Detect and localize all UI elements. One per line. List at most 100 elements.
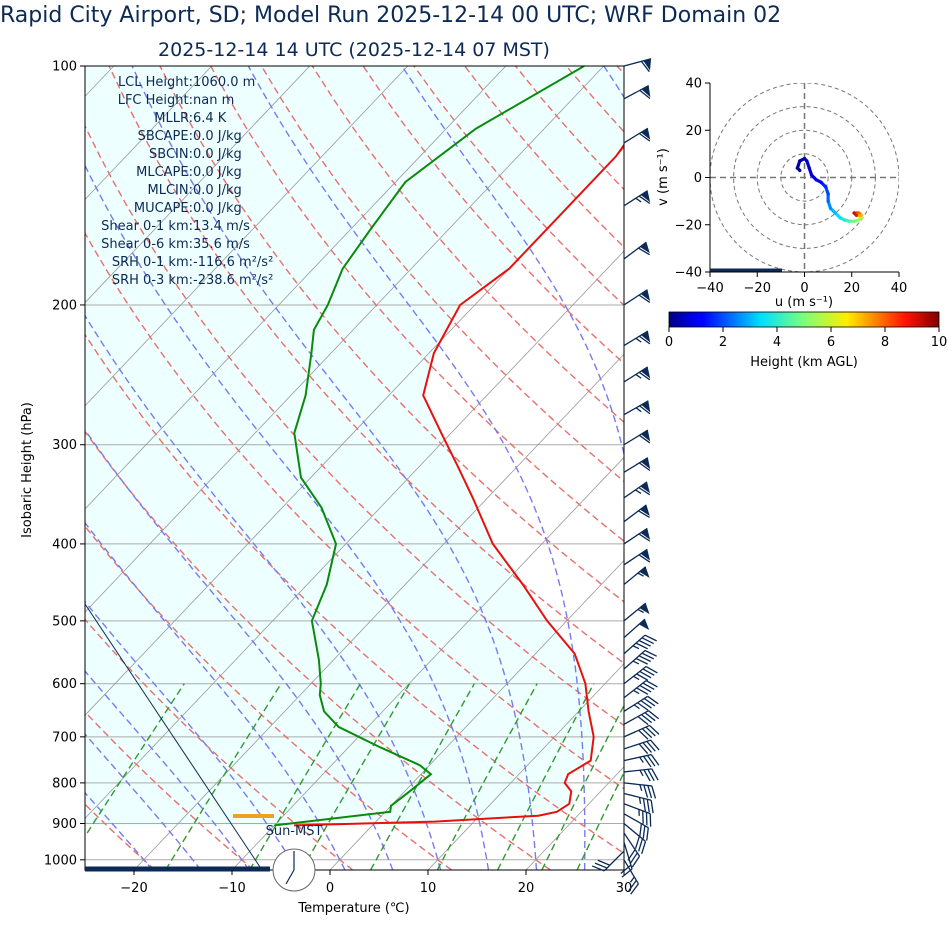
dewpoint-profile-line <box>274 66 585 827</box>
skewt-x-tick-label: 30 <box>616 881 633 896</box>
skewt-x-tick-label: −10 <box>218 881 245 896</box>
skewt-y-tick-label: 800 <box>52 776 77 791</box>
wind-barb <box>623 504 650 523</box>
wind-barb <box>623 400 651 416</box>
wind-barb <box>623 85 651 100</box>
hodograph-point <box>795 166 800 170</box>
hodograph-x-tick-label: 20 <box>843 281 860 296</box>
wind-barb-full <box>639 823 643 837</box>
wind-barb-shaft <box>623 832 641 857</box>
wind-barb-half <box>635 489 642 494</box>
isotherm-line <box>85 66 605 613</box>
index-value: 35.6 m/s <box>193 237 250 252</box>
colorbar-ticks: 0 2 4 6 8 10 <box>665 327 947 350</box>
hodograph-y-tick-label: 0 <box>694 171 702 186</box>
dry-adiabat-lines <box>85 66 948 870</box>
colorbar-label: Height (km AGL) <box>750 355 858 370</box>
moist-adiabat-line <box>85 600 298 870</box>
skewt-x-tick-label: 10 <box>420 881 437 896</box>
wind-barb-full <box>645 680 658 688</box>
wind-barb-half <box>633 689 640 695</box>
wind-barb-full <box>642 682 655 690</box>
wind-barb-full <box>646 827 649 841</box>
wind-barb-half <box>637 608 644 614</box>
wind-barb <box>623 822 647 855</box>
wind-barb <box>623 634 657 655</box>
isotherm-line <box>623 869 624 870</box>
hodograph-point <box>824 185 828 189</box>
wind-barb-half <box>633 704 640 710</box>
wind-barb-shaft <box>623 400 649 416</box>
wind-barb-shaft <box>603 850 625 872</box>
wind-barb-full <box>650 739 660 751</box>
wind-barb-shaft <box>623 792 652 801</box>
wind-barb <box>623 753 660 768</box>
wind-barb-shaft <box>623 330 649 347</box>
wind-barb-full <box>594 862 608 869</box>
index-key: MLCIN: <box>148 183 193 198</box>
wind-barb-shaft <box>623 753 652 762</box>
chart-subtitle: 2025-12-14 14 UTC (2025-12-14 07 MST) <box>158 39 550 61</box>
wind-barb <box>623 832 641 868</box>
wind-barb <box>623 457 651 473</box>
colorbar-tick-label: 2 <box>719 335 727 350</box>
mixing-ratio-line <box>301 683 411 870</box>
dry-adiabat-line <box>85 430 551 870</box>
hodograph-x-tick-label: 40 <box>891 281 908 296</box>
hodograph-plot-area <box>710 83 899 272</box>
skewt-y-tick-label: 600 <box>52 677 77 692</box>
wind-barb-half <box>632 645 640 650</box>
index-key: SBCAPE: <box>138 129 193 144</box>
wind-barb-full <box>638 743 649 755</box>
hodograph-point <box>854 211 859 215</box>
hodograph-ticks: −40 −20 0 20 40 40 20 0 −20 −40 <box>675 77 908 297</box>
wind-barb-flag <box>641 331 651 343</box>
hodograph-point <box>859 213 863 217</box>
wind-barb-full <box>645 726 656 737</box>
wind-barb-shaft <box>623 803 651 815</box>
moist-adiabat-lines <box>85 66 829 870</box>
wind-barb-full <box>642 798 646 812</box>
wind-barb-full <box>638 371 651 381</box>
wind-barb-shaft <box>623 650 646 670</box>
mixing-ratio-line <box>164 683 282 870</box>
index-value: nan m <box>193 93 234 108</box>
isotherm-line <box>85 66 409 407</box>
hodograph-point <box>847 219 851 223</box>
wind-barb <box>623 710 660 726</box>
wind-barb-full <box>645 665 658 674</box>
wind-barb-flag <box>638 619 650 630</box>
isotherm-line <box>427 663 624 870</box>
index-value: 13.4 m/s <box>193 219 250 234</box>
index-key: SRH 0-1 km: <box>112 255 193 270</box>
wind-barb-full <box>637 716 649 726</box>
moist-adiabat-line <box>730 66 829 870</box>
wind-barb-full <box>635 642 648 650</box>
wind-barb-full <box>638 510 650 519</box>
wind-barb-full <box>639 89 651 100</box>
wind-barb-flag <box>639 603 650 615</box>
wind-barb-full <box>638 554 651 563</box>
index-value: 0.0 J/kg <box>193 201 242 216</box>
colorbar-tick-label: 0 <box>665 335 673 350</box>
wind-barb-shaft <box>623 366 649 383</box>
hodograph-point <box>859 216 863 220</box>
wind-barb-full <box>647 768 655 781</box>
hodograph-x-axis-label: u (m s⁻¹) <box>775 295 833 310</box>
isotherm-line <box>820 66 948 870</box>
wind-barb-full <box>642 755 652 768</box>
wind-barb-full <box>631 855 641 868</box>
wind-barb-shaft <box>623 527 648 545</box>
skewt-y-tick-label: 300 <box>52 438 77 453</box>
wind-barb-full <box>640 60 650 73</box>
wind-barb-half <box>632 660 640 665</box>
wind-barb-half <box>638 797 642 804</box>
dry-adiabat-line <box>820 66 948 870</box>
dry-adiabat-line <box>770 66 948 870</box>
wind-barb-full <box>642 810 644 824</box>
wind-barb-full <box>638 132 651 142</box>
wind-barb-flag <box>643 58 652 71</box>
wind-barb-shaft <box>623 429 649 446</box>
wind-barb-half <box>635 407 642 413</box>
